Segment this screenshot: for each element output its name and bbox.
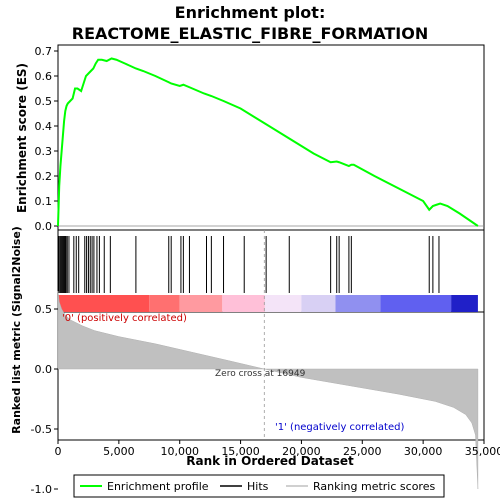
- x-tick-label: 15,000: [221, 445, 260, 458]
- x-tick-label: 25,000: [343, 445, 382, 458]
- es-tick-label: 0.4: [35, 120, 53, 133]
- es-tick-label: 0.7: [35, 45, 53, 58]
- metric-tick-label: -0.5: [31, 423, 52, 436]
- metric-axis: 0.5 0.0 -0.5 -1.0: [31, 303, 58, 496]
- x-tick-label: 30,000: [404, 445, 443, 458]
- metric-tick-label: 0.0: [35, 363, 53, 376]
- x-axis-title: Rank in Ordered Dataset: [186, 454, 354, 468]
- metric-area: [57, 290, 479, 490]
- chart-title-line1: Enrichment plot:: [175, 3, 326, 22]
- es-panel: [57, 44, 485, 231]
- heatbar-segment: [380, 295, 452, 312]
- es-tick-label: 0.0: [35, 220, 53, 233]
- legend-box: [73, 474, 445, 498]
- es-axis: 0.0 0.1 0.2 0.3 0.4 0.5 0.6 0.7: [35, 45, 484, 233]
- hit-markers: [58, 236, 440, 293]
- metric-axis-title: Ranked list metric (Signal2Noise): [10, 226, 23, 434]
- metric-tick-label: -1.0: [31, 483, 52, 496]
- heatbar-segment: [301, 295, 336, 312]
- positive-correlation-label: '0' (positively correlated): [62, 313, 187, 324]
- es-tick-label: 0.2: [35, 170, 53, 183]
- es-tick-label: 0.6: [35, 70, 53, 83]
- x-tick-label: 35,000: [465, 445, 500, 458]
- metric-tick-label: 0.5: [35, 303, 53, 316]
- heatbar-segment: [179, 295, 223, 312]
- correlation-heatbar: [58, 295, 478, 312]
- zero-cross-label: Zero cross at 16949: [215, 369, 306, 379]
- x-axis: 0 5,000 10,000 15,000 20,000 25,000 30,000 35,0…: [55, 440, 500, 458]
- ranking-metric-area: [57, 230, 479, 490]
- heatbar-segment: [58, 295, 150, 312]
- chart-title-line2: REACTOME_ELASTIC_FIBRE_FORMATION: [72, 24, 428, 43]
- es-tick-label: 0.3: [35, 145, 53, 158]
- es-tick-label: 0.5: [35, 95, 53, 108]
- negative-correlation-label: '1' (negatively correlated): [275, 422, 404, 433]
- x-tick-label: 5,000: [103, 445, 135, 458]
- x-tick-label: 20,000: [282, 445, 321, 458]
- heatbar-segment: [149, 295, 180, 312]
- legend-label-enrichment: Enrichment profile: [107, 480, 209, 493]
- legend-label-hits: Hits: [247, 480, 269, 493]
- legend-label-metric: Ranking metric scores: [313, 480, 435, 493]
- es-tick-label: 0.1: [35, 195, 53, 208]
- x-tick-label: 10,000: [160, 445, 199, 458]
- heatbar-segment: [222, 295, 265, 312]
- heatbar-segment: [335, 295, 381, 312]
- x-tick-label: 0: [55, 445, 62, 458]
- heatbar-segment: [451, 295, 478, 312]
- heatbar-segment: [264, 295, 302, 312]
- enrichment-profile: [57, 57, 479, 227]
- es-axis-title: Enrichment score (ES): [15, 63, 29, 213]
- enrichment-line: [57, 57, 479, 227]
